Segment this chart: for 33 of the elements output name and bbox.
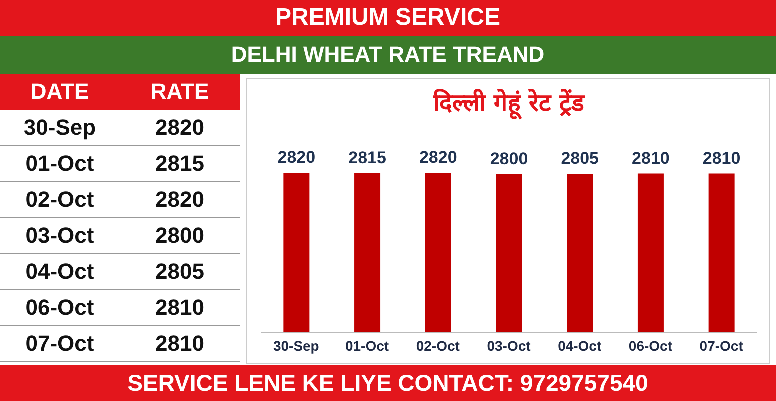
x-tick-label: 07-Oct [700, 338, 744, 354]
category-label: 01-Oct [24, 150, 96, 178]
data-label: 2820 [154, 114, 206, 142]
data-label: 2820 [154, 186, 206, 214]
data-label: 2815 [154, 150, 206, 178]
category-label: 02-Oct [24, 186, 96, 214]
chart-title: दिल्ली गेहूं रेट ट्रेंड [432, 88, 586, 118]
data-label: 2810 [702, 148, 741, 168]
x-tick-label: 01-Oct [345, 338, 390, 354]
data-label: 2805 [154, 258, 206, 286]
data-label: 2810 [632, 148, 670, 168]
x-tick-label: 04-Oct [558, 338, 602, 354]
text: DELHI WHEAT RATE TREAND [0, 36, 776, 74]
data-label: 2820 [419, 148, 458, 168]
category-label: 06-Oct [24, 294, 96, 322]
data-label: 2815 [348, 148, 386, 168]
category-label: 04-Oct [24, 258, 96, 286]
data-label: 2820 [278, 148, 316, 168]
category-label: 30-Sep [22, 114, 98, 142]
data-label: 2810 [154, 294, 206, 322]
data-label: 2805 [561, 149, 600, 168]
x-tick-label: 03-Oct [487, 338, 532, 354]
x-tick-label: 02-Oct [416, 338, 460, 354]
text: PREMIUM SERVICE [0, 0, 776, 36]
data-label: 2800 [154, 222, 206, 250]
data-label: 2810 [154, 330, 206, 358]
data-label: 2800 [490, 149, 528, 168]
text: RATE [150, 78, 210, 106]
text: DATE [30, 78, 90, 106]
text: SERVICE LENE KE LIYE CONTACT: 9729757540 [0, 365, 776, 401]
x-tick-label: 06-Oct [628, 338, 673, 354]
category-label: 03-Oct [24, 222, 96, 250]
x-tick-label: 30-Sep [273, 338, 320, 354]
